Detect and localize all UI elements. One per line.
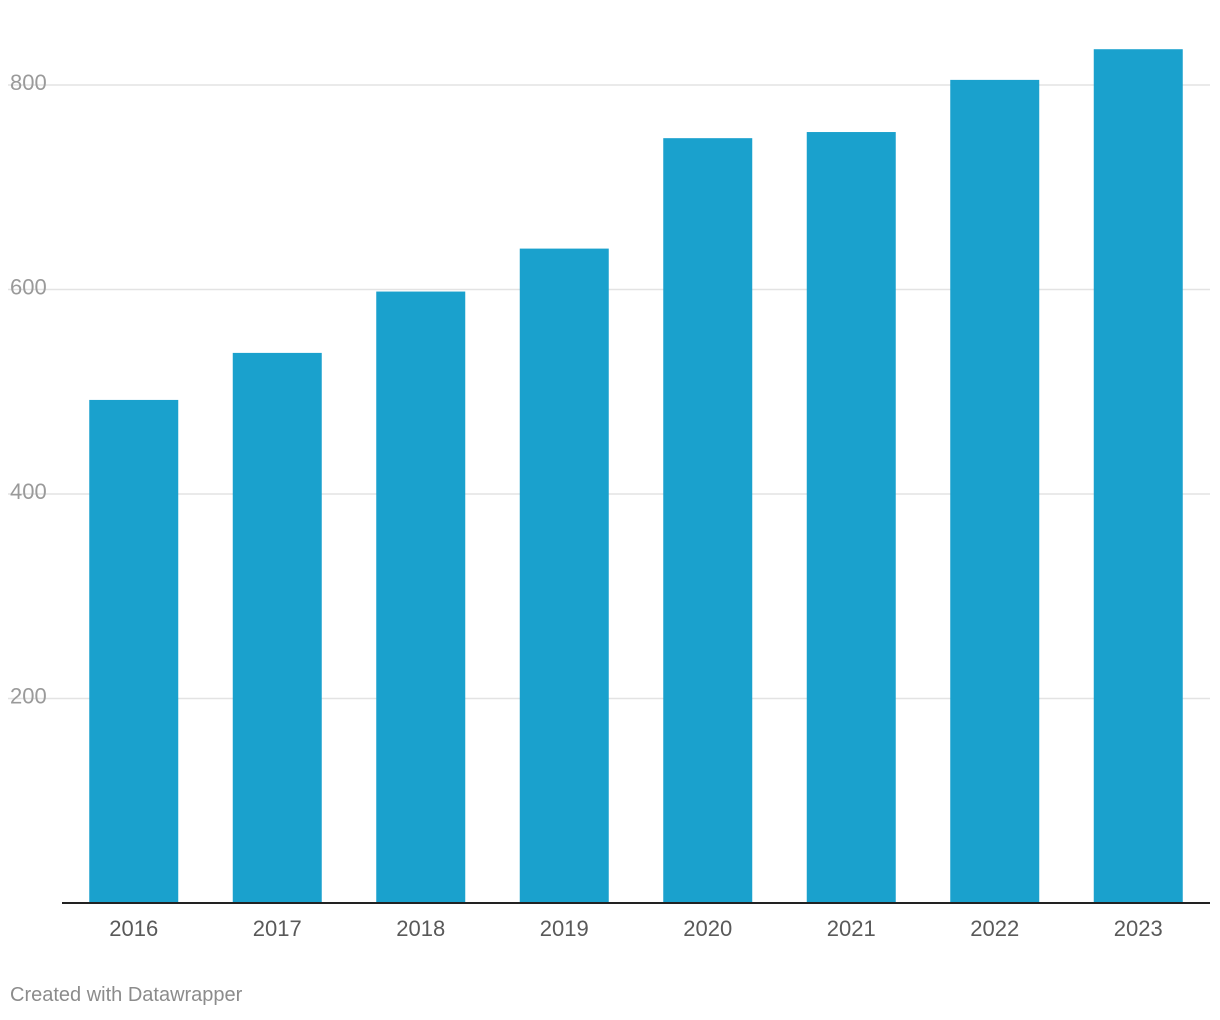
x-tick-label: 2022 [970, 916, 1019, 941]
y-tick-label: 200 [10, 683, 47, 708]
x-tick-label: 2016 [109, 916, 158, 941]
bar-2022 [950, 79, 1040, 903]
y-tick-label: 600 [10, 274, 47, 299]
x-tick-label: 2023 [1114, 916, 1163, 941]
bars [89, 49, 1183, 904]
bar-2023 [1093, 49, 1183, 903]
bar-2019 [519, 248, 609, 904]
x-tick-label: 2021 [827, 916, 876, 941]
bar-2020 [663, 138, 753, 904]
bar-2018 [376, 291, 466, 903]
x-tick-label: 2019 [540, 916, 589, 941]
y-axis-ticks: 200 400 600 800 [10, 70, 47, 709]
datawrapper-credit: Created with Datawrapper [10, 984, 243, 1006]
y-tick-label: 400 [10, 479, 47, 504]
x-tick-label: 2018 [396, 916, 445, 941]
bar-2016 [89, 399, 179, 903]
bar-2017 [232, 352, 322, 903]
bar-chart: 200 400 600 800 2016 2017 2018 2019 2020 2021 202… [8, 49, 1210, 941]
x-tick-label: 2020 [683, 916, 732, 941]
y-tick-label: 800 [10, 70, 47, 95]
x-axis-ticks: 2016 2017 2018 2019 2020 2021 2022 2023 [109, 916, 1162, 941]
x-tick-label: 2017 [253, 916, 302, 941]
bar-2021 [806, 132, 896, 903]
